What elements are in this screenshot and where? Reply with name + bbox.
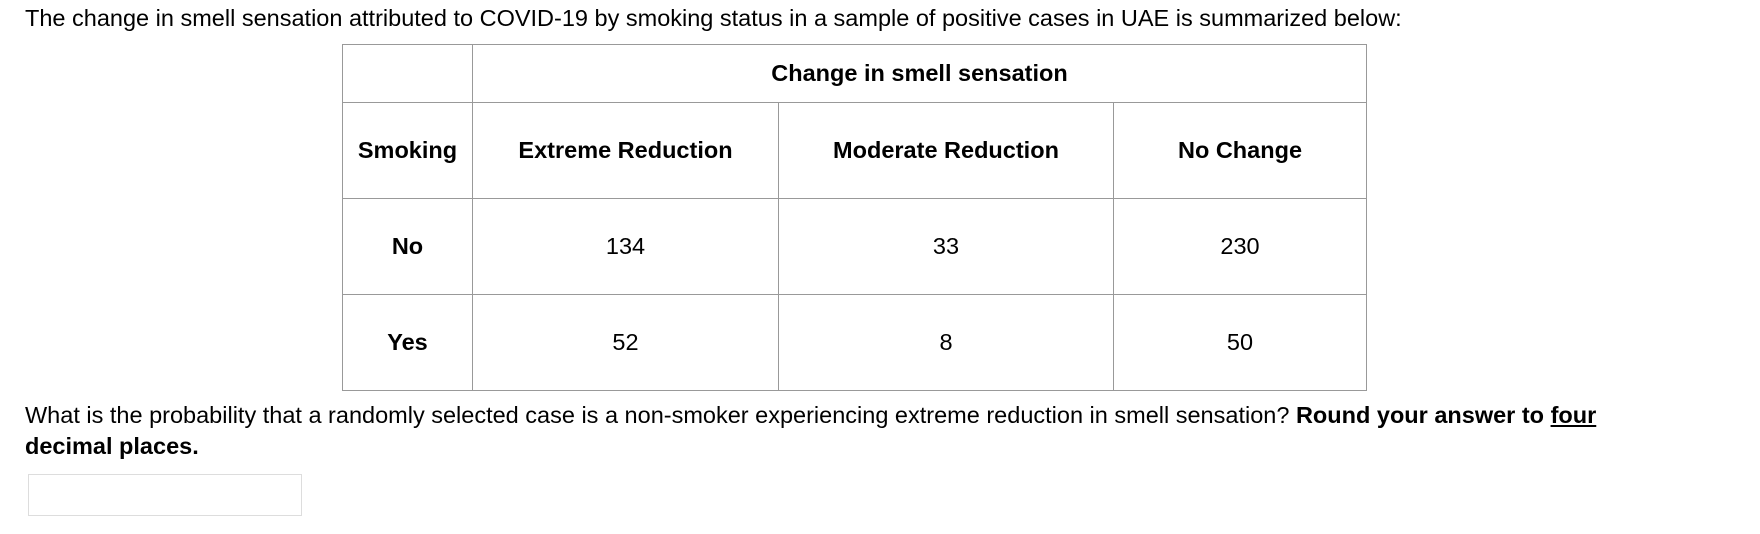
column-header: Smoking (342, 102, 473, 199)
row-header: No (342, 198, 473, 295)
instruction-lead: Round your answer to (1295, 402, 1545, 428)
row-header: Yes (342, 294, 473, 391)
table-cell: 230 (1113, 198, 1367, 295)
intro-text: The change in smell sensation attributed… (25, 5, 1402, 31)
table-row: Yes 52 8 50 (342, 294, 1367, 391)
column-header-row: Smoking Extreme Reduction Moderate Reducti… (342, 102, 1367, 199)
instruction: Round your answer to four decimal places… (25, 402, 1596, 459)
column-header: Extreme Reduction (472, 102, 779, 199)
table-cell: 8 (778, 294, 1114, 391)
question: What is the probability that a randomly … (25, 400, 1645, 462)
column-header: No Change (1113, 102, 1367, 199)
group-header: Change in smell sensation (472, 44, 1367, 103)
table-cell: 52 (472, 294, 779, 391)
column-header: Moderate Reduction (778, 102, 1114, 199)
instruction-tail: decimal places. (25, 433, 199, 459)
instruction-emphasis: four (1550, 402, 1597, 428)
table-row: No 134 33 230 (342, 198, 1367, 295)
question-text: What is the probability that a randomly … (25, 402, 1290, 428)
table-cell: 50 (1113, 294, 1367, 391)
table-cell: 134 (472, 198, 779, 295)
answer-input[interactable] (28, 474, 302, 516)
group-header-row: Change in smell sensation (342, 44, 1367, 103)
data-table: Change in smell sensation Smoking Extreme… (342, 44, 1367, 391)
empty-cell (342, 44, 473, 103)
table-cell: 33 (778, 198, 1114, 295)
